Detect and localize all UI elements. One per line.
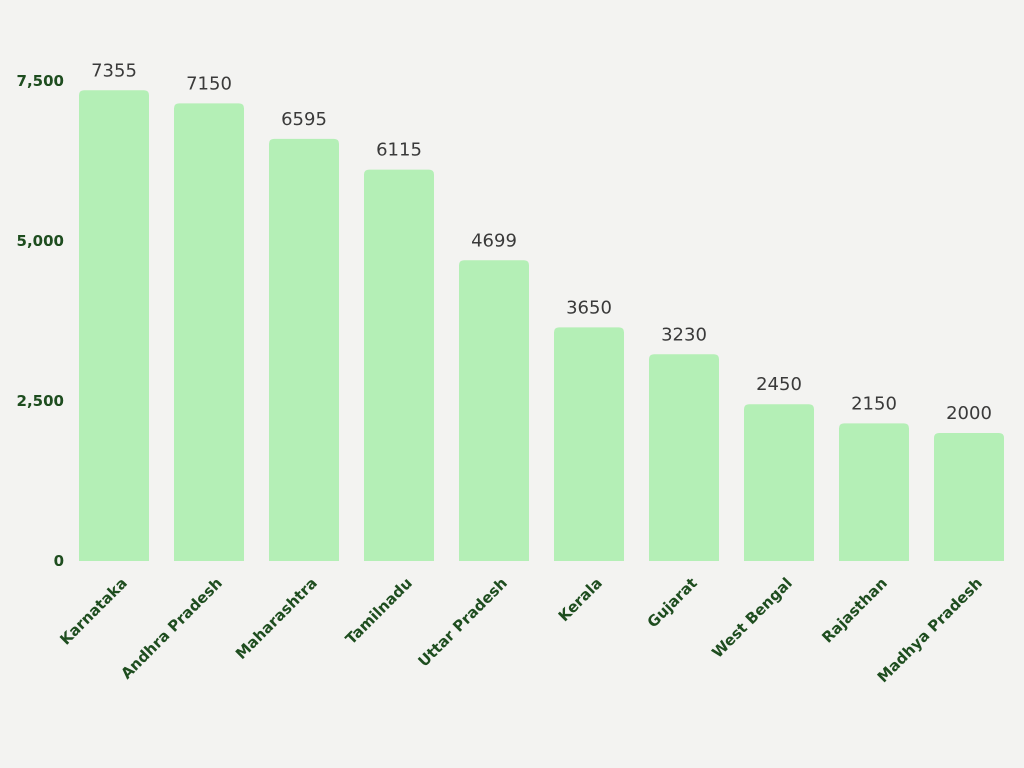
bar-kerala [554,327,624,561]
value-label-karnataka: 7355 [91,60,137,81]
value-label-west-bengal: 2450 [756,374,802,395]
bar-tamilnadu [364,169,434,561]
x-tick-label-andhra-pradesh: Andhra Pradesh [117,574,226,683]
x-tick-label-rajasthan: Rajasthan [818,574,890,646]
y-tick-label-7-500: 7,500 [17,72,64,90]
value-label-kerala: 3650 [566,297,612,318]
bar-madhya-pradesh [934,433,1004,561]
bar-maharashtra [269,138,339,562]
value-label-andhra-pradesh: 7150 [186,73,232,94]
bar-rajasthan [839,423,909,561]
value-label-gujarat: 3230 [661,324,707,345]
y-axis: 0 2,500 5,000 7,500 [17,72,64,570]
bar-andhra-pradesh [174,103,244,562]
bar-west-bengal [744,404,814,561]
bar-gujarat [649,354,719,561]
y-tick-label-2-500: 2,500 [17,392,64,410]
x-tick-label-gujarat: Gujarat [644,574,701,631]
x-tick-label-kerala: Kerala [555,574,606,625]
x-tick-label-karnataka: Karnataka [56,574,130,648]
value-label-maharashtra: 6595 [281,109,327,130]
bars-group [79,90,1004,562]
x-tick-label-uttar-pradesh: Uttar Pradesh [414,574,510,670]
bar-karnataka [79,90,149,561]
value-label-tamilnadu: 6115 [376,140,422,161]
x-tick-label-west-bengal: West Bengal [708,574,796,662]
y-tick-label-5-000: 5,000 [17,232,64,250]
value-label-uttar-pradesh: 4699 [471,230,517,251]
bar-uttar-pradesh [459,260,529,561]
value-label-rajasthan: 2150 [851,393,897,414]
x-tick-label-tamilnadu: Tamilnadu [342,574,416,648]
value-labels-group: 7355 7150 6595 6115 4699 3650 3230 2450 2150 2000 [91,60,992,424]
x-tick-label-madhya-pradesh: Madhya Pradesh [874,574,986,686]
value-label-madhya-pradesh: 2000 [946,403,992,424]
y-tick-label-0: 0 [54,552,64,570]
x-tick-label-maharashtra: Maharashtra [232,574,321,663]
